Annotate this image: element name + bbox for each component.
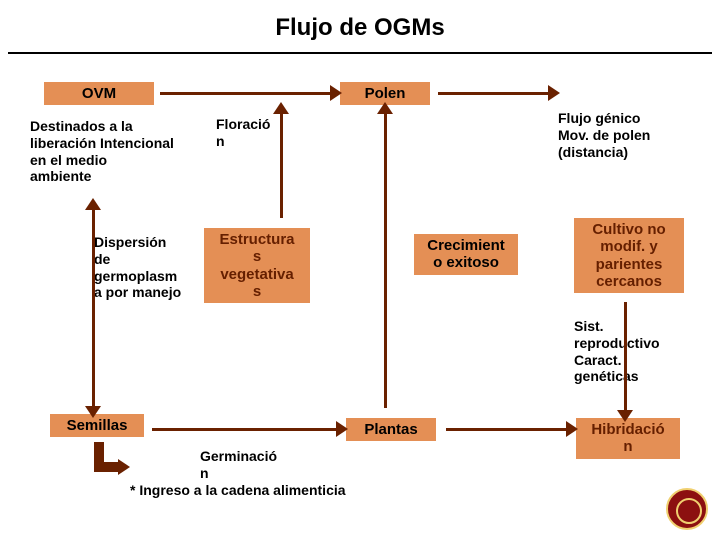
label-flujo-genico: Flujo génicoMov. de polen(distancia) bbox=[558, 110, 708, 160]
box-hibridacion: Hibridación bbox=[576, 418, 680, 459]
box-plantas: Plantas bbox=[346, 418, 436, 441]
title-divider bbox=[8, 52, 712, 54]
label-ingreso: * Ingreso a la cadena alimenticia bbox=[130, 482, 410, 499]
box-cultivo: Cultivo nomodif. yparientescercanos bbox=[574, 218, 684, 293]
box-ovm: OVM bbox=[44, 82, 154, 105]
label-floracion: Floración bbox=[216, 116, 296, 150]
label-germinacion: Germinación bbox=[200, 448, 310, 482]
label-sist-reprod: Sist.reproductivoCaract.genéticas bbox=[574, 318, 714, 385]
box-crecimiento: Crecimiento exitoso bbox=[414, 234, 518, 275]
box-estructuras: Estructurasvegetativas bbox=[204, 228, 310, 303]
label-dispersion: Dispersióndegermoplasma por manejo bbox=[94, 234, 204, 301]
page-title: Flujo de OGMs bbox=[0, 0, 720, 42]
logo-icon bbox=[666, 488, 708, 530]
label-destinados: Destinados a laliberación Intencionalen … bbox=[30, 118, 210, 185]
